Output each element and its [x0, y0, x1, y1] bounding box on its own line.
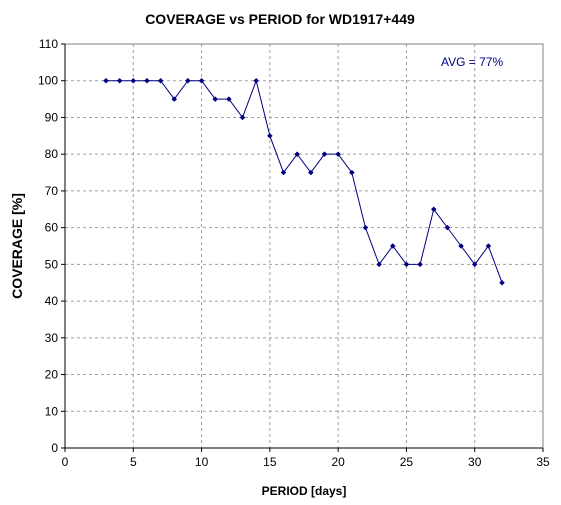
tick-labels: 0 10 20 30 40 50 60 70 80 90 100 110 0 5 10 15 20 25 30 35: [38, 37, 550, 469]
chart-title: COVERAGE vs PERIOD for WD1917+449: [145, 11, 415, 27]
x-tick-label: 0: [62, 455, 69, 469]
y-tick-label: 80: [45, 147, 59, 161]
y-tick-label: 100: [38, 74, 58, 88]
data-point: [348, 169, 355, 176]
data-point: [198, 77, 205, 84]
x-tick-label: 5: [130, 455, 137, 469]
data-point: [321, 151, 328, 158]
data-point: [389, 243, 396, 249]
y-axis-label: COVERAGE [%]: [9, 193, 25, 299]
x-axis-label: PERIOD [days]: [262, 484, 347, 498]
y-tick-label: 30: [45, 331, 59, 345]
y-tick-label: 50: [45, 257, 59, 271]
data-point: [458, 243, 464, 249]
data-point: [335, 151, 341, 158]
x-tick-label: 10: [195, 455, 209, 469]
y-tick-label: 110: [39, 37, 58, 51]
data-point: [499, 279, 505, 286]
grid-lines: [65, 43, 544, 448]
data-point: [362, 224, 369, 231]
avg-annotation: AVG = 77%: [441, 55, 503, 69]
y-tick-label: 10: [45, 404, 59, 418]
data-point: [171, 96, 178, 102]
y-tick-label: 60: [45, 221, 59, 235]
y-tick-label: 70: [45, 184, 59, 198]
y-tick-label: 0: [51, 441, 58, 455]
axes: [61, 43, 544, 452]
data-point: [239, 114, 246, 121]
data-point: [403, 261, 410, 268]
data-point: [376, 261, 382, 268]
y-tick-label: 20: [45, 368, 59, 382]
data-point: [444, 224, 451, 231]
data-point: [485, 243, 492, 249]
data-point: [212, 96, 219, 102]
x-tick-label: 35: [536, 455, 550, 469]
data-point: [253, 77, 260, 84]
data-point: [185, 77, 191, 84]
data-point: [267, 132, 273, 139]
x-tick-label: 15: [263, 455, 277, 469]
data-point: [280, 169, 287, 176]
data-point: [417, 261, 423, 268]
data-point: [226, 96, 232, 102]
y-tick-label: 90: [45, 110, 59, 124]
x-tick-label: 25: [400, 455, 414, 469]
series-coverage: [103, 77, 505, 286]
data-point: [130, 77, 137, 84]
x-tick-label: 30: [468, 455, 482, 469]
data-point: [294, 151, 301, 158]
data-point: [116, 77, 123, 84]
data-point: [103, 77, 109, 84]
data-point: [307, 169, 314, 176]
y-tick-label: 40: [45, 294, 59, 308]
data-point: [471, 261, 478, 268]
data-point: [157, 77, 164, 84]
plot-area: [64, 43, 544, 449]
data-point: [144, 77, 150, 84]
data-point: [430, 206, 437, 213]
series-line: [105, 79, 503, 283]
x-tick-label: 20: [331, 455, 345, 469]
